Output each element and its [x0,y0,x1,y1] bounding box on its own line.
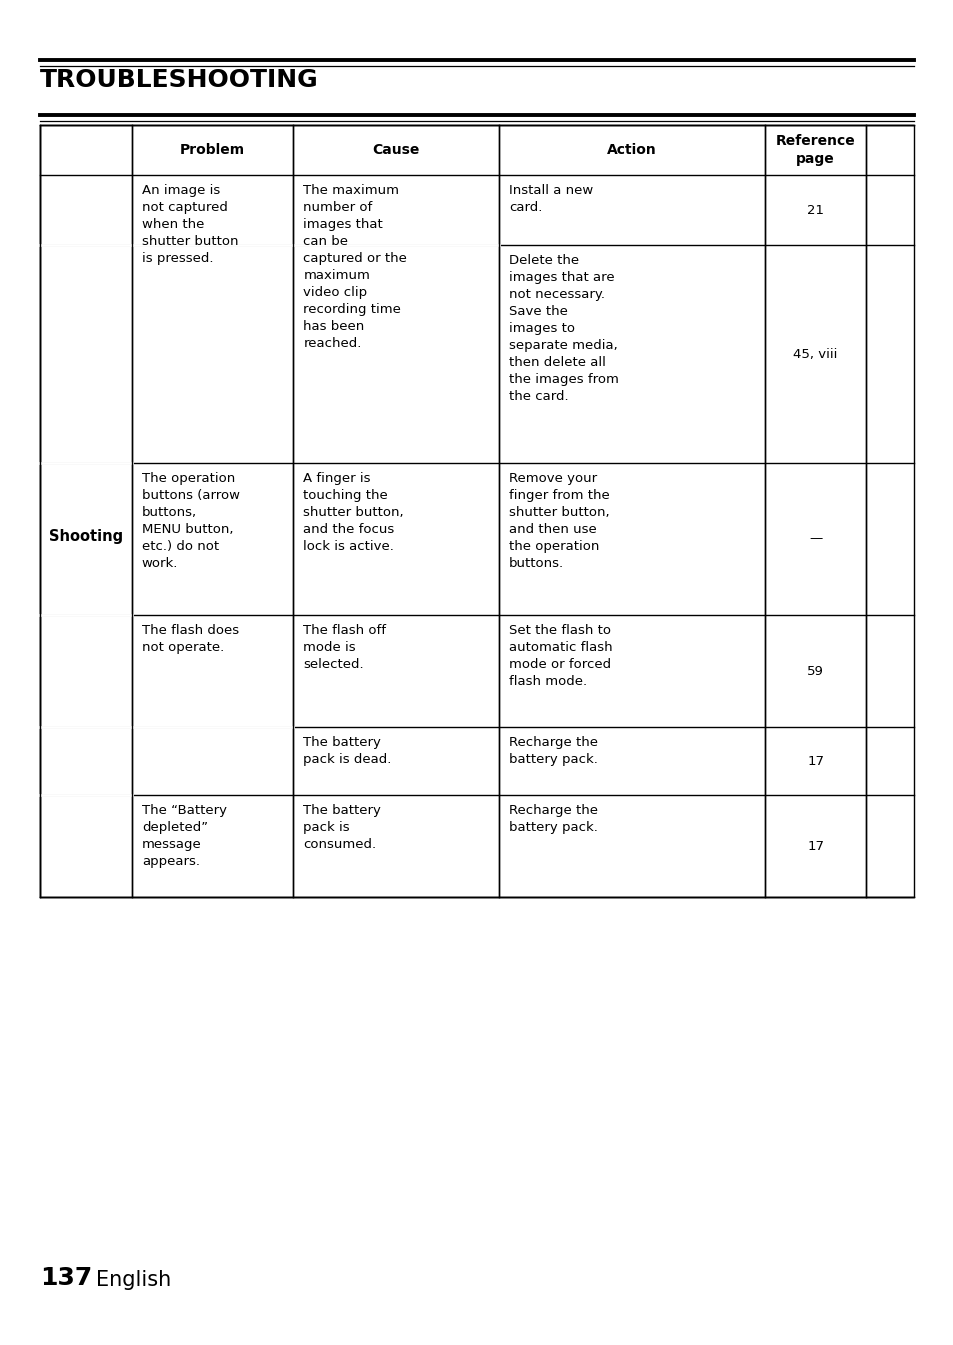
Text: 17: 17 [806,839,823,853]
Text: The maximum
number of
images that
can be
captured or the
maximum
video clip
reco: The maximum number of images that can be… [303,184,407,350]
Text: 17: 17 [806,755,823,768]
Text: Problem: Problem [180,143,245,157]
Text: The operation
buttons (arrow
buttons,
MENU button,
etc.) do not
work.: The operation buttons (arrow buttons, ME… [142,472,239,570]
Text: Action: Action [607,143,657,157]
Text: The “Battery
depleted”
message
appears.: The “Battery depleted” message appears. [142,804,227,868]
Bar [40,125,913,897]
Text: TROUBLESHOOTING: TROUBLESHOOTING [40,69,318,91]
Text: Install a new
card.: Install a new card. [508,184,593,214]
Text: —: — [808,533,821,546]
Text: The flash off
mode is
selected.: The flash off mode is selected. [303,624,386,671]
Text: An image is
not captured
when the
shutter button
is pressed.: An image is not captured when the shutte… [142,184,238,265]
Text: Cause: Cause [372,143,419,157]
Text: Delete the
images that are
not necessary.
Save the
images to
separate media,
the: Delete the images that are not necessary… [508,254,618,404]
Text: The battery
pack is dead.: The battery pack is dead. [303,736,392,767]
Text: 137: 137 [40,1266,92,1290]
Text: 45, viii: 45, viii [793,347,837,360]
Text: English: English [96,1270,172,1290]
Text: The flash does
not operate.: The flash does not operate. [142,624,238,654]
Text: A finger is
touching the
shutter button,
and the focus
lock is active.: A finger is touching the shutter button,… [303,472,404,553]
Text: Shooting: Shooting [49,529,123,543]
Text: The battery
pack is
consumed.: The battery pack is consumed. [303,804,381,851]
Text: Recharge the
battery pack.: Recharge the battery pack. [508,804,598,834]
Text: Set the flash to
automatic flash
mode or forced
flash mode.: Set the flash to automatic flash mode or… [508,624,612,689]
Text: 21: 21 [806,203,823,217]
Text: Recharge the
battery pack.: Recharge the battery pack. [508,736,598,767]
Text: Reference
page: Reference page [775,133,855,167]
Text: 59: 59 [806,664,823,678]
Text: Remove your
finger from the
shutter button,
and then use
the operation
buttons.: Remove your finger from the shutter butt… [508,472,609,570]
